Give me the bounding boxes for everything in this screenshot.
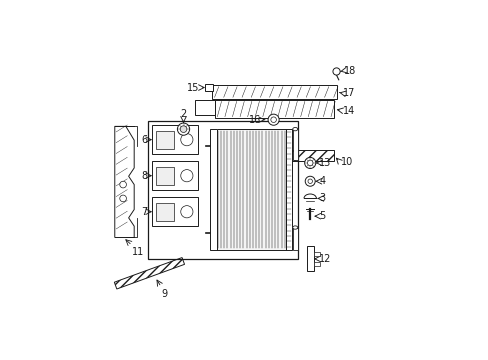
Circle shape <box>267 114 279 125</box>
Bar <box>292 228 297 250</box>
Circle shape <box>304 157 315 168</box>
Text: 13: 13 <box>319 158 331 168</box>
Text: 15: 15 <box>186 82 199 93</box>
Bar <box>292 129 297 159</box>
Bar <box>306 246 313 271</box>
Ellipse shape <box>292 127 297 131</box>
Bar <box>152 197 198 226</box>
Ellipse shape <box>292 226 297 229</box>
Text: 17: 17 <box>342 88 354 98</box>
Bar <box>148 121 297 260</box>
Bar <box>216 129 285 250</box>
Circle shape <box>180 126 186 132</box>
Text: 6: 6 <box>141 135 147 145</box>
Circle shape <box>307 179 312 184</box>
Bar <box>313 262 319 266</box>
Text: 5: 5 <box>319 211 325 221</box>
Text: 18: 18 <box>343 66 355 76</box>
Text: 12: 12 <box>319 254 331 264</box>
Circle shape <box>177 123 189 135</box>
Text: 1: 1 <box>218 104 224 114</box>
Bar <box>214 100 333 118</box>
Text: 7: 7 <box>141 207 147 217</box>
Circle shape <box>120 181 126 188</box>
Text: 16: 16 <box>249 115 261 125</box>
Text: 2: 2 <box>180 109 186 120</box>
Circle shape <box>120 195 126 202</box>
Circle shape <box>181 170 193 182</box>
Text: 3: 3 <box>319 193 325 203</box>
Bar <box>152 161 198 190</box>
Bar <box>211 85 336 99</box>
Bar <box>152 125 198 154</box>
Bar <box>285 129 292 250</box>
Text: 8: 8 <box>141 171 147 181</box>
Circle shape <box>181 134 193 146</box>
Bar <box>210 129 216 250</box>
Text: 10: 10 <box>340 157 352 167</box>
Circle shape <box>181 206 193 218</box>
Circle shape <box>305 176 315 186</box>
Circle shape <box>332 68 340 75</box>
Circle shape <box>307 160 312 166</box>
Bar <box>216 129 285 250</box>
Text: 11: 11 <box>132 247 144 257</box>
Bar <box>156 131 174 149</box>
Text: 9: 9 <box>162 288 167 298</box>
Circle shape <box>270 117 276 122</box>
Text: 14: 14 <box>342 105 354 116</box>
Bar <box>205 84 212 91</box>
Bar <box>313 252 319 256</box>
Bar <box>156 203 174 221</box>
Bar <box>156 167 174 185</box>
Bar <box>195 100 214 115</box>
Text: 4: 4 <box>319 176 325 186</box>
